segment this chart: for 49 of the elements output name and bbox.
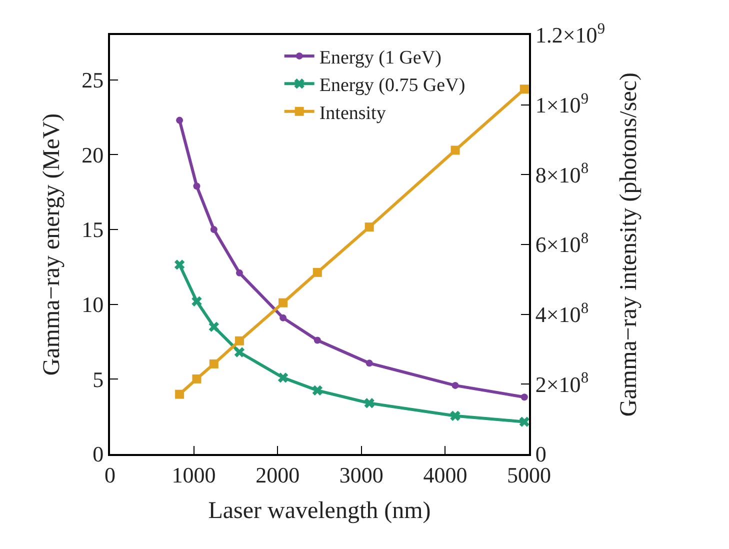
x-tick-label: 2000 [256,462,300,488]
point [278,298,288,308]
point [210,226,218,234]
point [193,182,200,190]
point [366,360,373,367]
y-tick-label: 10 [82,292,104,318]
point [236,269,243,276]
y-tick-label: 15 [82,217,104,242]
point [278,372,288,383]
point [520,394,528,401]
y2-tick-label: 8×10$^{8}$ [535,160,589,188]
point [312,268,322,277]
point [519,416,529,427]
y-tick-label: 25 [82,68,104,93]
point [176,116,184,124]
y2-tick-label: 4×10$^{8}$ [535,300,589,328]
point [209,359,218,368]
point [175,390,184,399]
point [192,296,202,306]
point [450,146,460,155]
point [280,314,287,322]
legend-label: Energy (0.75 GeV) [319,75,466,96]
y2-axis-title: Gamma−ray intensity (photons/sec) [616,72,642,417]
y-tick-label: 20 [82,142,104,168]
y-axis-title: Gamma−ray energy (MeV) [39,113,66,376]
x-tick-label: 3000 [339,462,384,488]
point [314,336,321,344]
x-tick-label: 4000 [423,462,468,488]
y2-tick-label: 6×10$^{8}$ [535,230,589,258]
point [234,336,244,346]
y-tick-label: 5 [92,366,104,392]
point [450,410,460,421]
point [192,374,202,384]
y2-tick-label: 2×10$^{8}$ [535,370,589,397]
point [364,222,374,232]
legend-label: Intensity [319,102,386,124]
point [234,347,245,358]
y-tick-label: 0 [92,442,104,467]
y2-tick-label: 1×10$^{9}$ [535,90,589,118]
y2-tick-label: 1.2×10$^{9}$ [535,20,606,48]
point [452,382,459,389]
point [174,260,185,270]
legend-label: Energy (1 GeV) [319,47,442,68]
point [364,398,374,408]
point [520,84,529,94]
x-axis-title: Laser wavelength (nm) [208,498,431,524]
point [208,322,220,332]
x-tick-label: 1000 [172,462,216,488]
point [312,385,323,396]
